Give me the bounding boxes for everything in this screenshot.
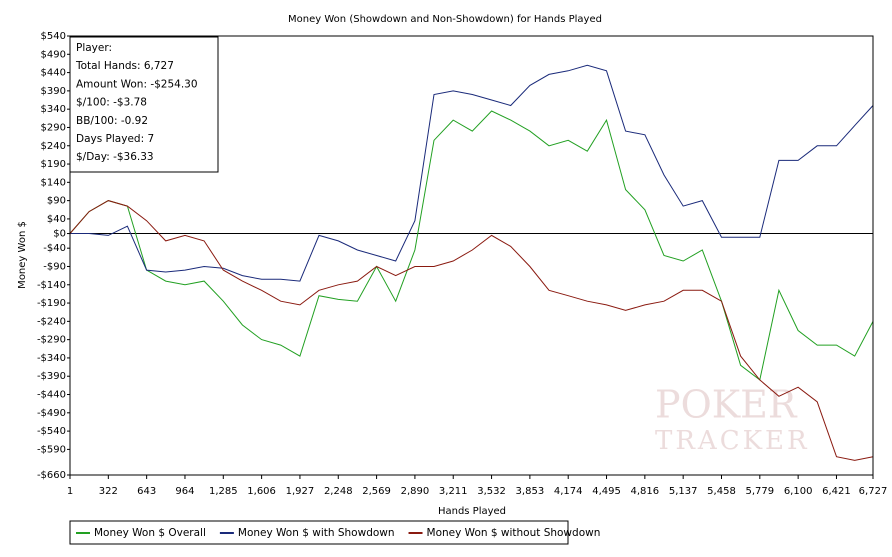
info-line: Amount Won: -$254.30	[76, 78, 198, 90]
y-tick-label: -$590	[37, 444, 66, 455]
x-tick-label: 5,458	[707, 486, 736, 497]
watermark: POKER	[655, 383, 798, 427]
x-tick-label: 3,211	[439, 486, 468, 497]
x-tick-label: 4,174	[554, 486, 583, 497]
chart-title: Money Won (Showdown and Non-Showdown) fo…	[288, 14, 602, 25]
series-line	[70, 64, 874, 282]
x-tick-label: 964	[175, 486, 194, 497]
y-tick-label: $540	[41, 31, 66, 42]
x-tick-label: 3,853	[516, 486, 545, 497]
series-line	[69, 200, 874, 461]
y-tick-label: -$240	[37, 316, 66, 327]
y-tick-label: -$490	[37, 408, 66, 419]
x-tick-label: 1,927	[286, 486, 315, 497]
y-tick-label: -$290	[37, 335, 66, 346]
x-tick-label: 643	[137, 486, 156, 497]
watermark: TRACKER	[655, 426, 810, 456]
x-tick-label: 1,285	[209, 486, 238, 497]
y-axis-label: Money Won $	[17, 221, 28, 289]
y-tick-label: $90	[47, 196, 66, 207]
y-tick-label: -$440	[37, 390, 66, 401]
y-tick-label: -$390	[37, 371, 66, 382]
series-line	[69, 110, 874, 381]
info-line: BB/100: -0.92	[76, 115, 148, 127]
legend-label: Money Won $ Overall	[94, 527, 206, 539]
y-tick-label: -$90	[43, 261, 66, 272]
info-lines: Player: Total Hands: 6,727 Amount Won: -$2…	[75, 42, 198, 163]
y-tick-label: $390	[41, 86, 66, 97]
legend-label: Money Won $ with Showdown	[238, 527, 395, 539]
x-tick-label: 5,779	[746, 486, 775, 497]
info-line: $/100: -$3.78	[76, 97, 147, 109]
x-tick-label: 4,816	[631, 486, 660, 497]
y-tick-label: $490	[41, 49, 66, 60]
y-tick-label: -$660	[37, 470, 66, 481]
y-tick-label: -$540	[37, 426, 66, 437]
y-tick-label: $0	[53, 229, 66, 240]
y-tick-label: -$190	[37, 298, 66, 309]
x-tick-label: 6,100	[784, 486, 813, 497]
x-tick-label: 3,532	[477, 486, 506, 497]
x-tick-label: 5,137	[669, 486, 698, 497]
y-tick-label: $40	[47, 214, 66, 225]
x-tick-label: 1	[67, 486, 73, 497]
y-tick-label: $190	[41, 159, 66, 170]
y-tick-label: -$40	[43, 243, 66, 254]
x-tick-label: 2,890	[401, 486, 430, 497]
info-line: Total Hands: 6,727	[75, 60, 174, 72]
y-tick-label: $240	[41, 141, 66, 152]
plot-area	[69, 64, 874, 461]
legend-label: Money Won $ without Showdown	[427, 527, 601, 539]
plot-border	[69, 35, 874, 476]
y-tick-label: $440	[41, 68, 66, 79]
x-tick-label: 1,606	[247, 486, 276, 497]
info-line: Player:	[76, 42, 112, 54]
legend	[69, 520, 569, 545]
x-tick-label: 6,727	[859, 486, 888, 497]
x-tick-label: 6,421	[822, 486, 851, 497]
x-tick-label: 2,569	[362, 486, 391, 497]
y-tick-label: -$340	[37, 353, 66, 364]
info-line: $/Day: -$36.33	[76, 151, 154, 163]
x-tick-label: 2,248	[324, 486, 353, 497]
y-tick-label: $140	[41, 177, 66, 188]
y-tick-label: $340	[41, 104, 66, 115]
y-tick-label: $290	[41, 122, 66, 133]
legend-entries: Money Won $ Overall Money Won $ with Show…	[76, 527, 600, 539]
x-tick-label: 322	[99, 486, 118, 497]
y-tick-label: -$140	[37, 280, 66, 291]
x-axis-label: Hands Played	[438, 506, 506, 517]
x-tick-label: 4,495	[592, 486, 621, 497]
info-line: Days Played: 7	[76, 133, 154, 145]
